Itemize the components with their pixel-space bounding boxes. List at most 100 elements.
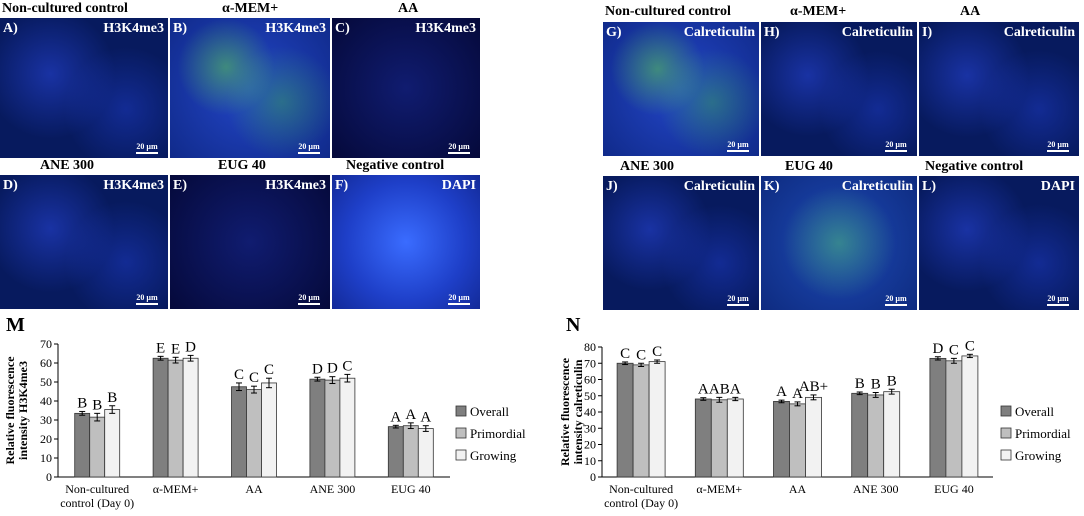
y-tick-label: 0 (46, 470, 52, 484)
stain-label: H3K4me3 (103, 178, 164, 193)
micrograph-panel-f: F) DAPI 20 µm (332, 175, 480, 309)
panel-title: AA (398, 1, 419, 16)
significance-letter: A (420, 410, 431, 426)
significance-letter: C (264, 362, 274, 378)
bar (104, 409, 121, 478)
bar (89, 416, 106, 478)
bar (231, 386, 247, 478)
panel-title: AA (960, 4, 981, 19)
legend-swatch (455, 427, 467, 439)
significance-letter: AB+ (799, 379, 828, 395)
stain-label: Calreticulin (841, 179, 913, 194)
bar (309, 378, 326, 478)
stain-label: Calreticulin (683, 25, 755, 40)
bar (789, 403, 806, 478)
scale-bar: 20 µm (448, 293, 470, 305)
micrograph-panel-h: H) Calreticulin 20 µm (761, 22, 917, 156)
significance-letter: C (965, 338, 975, 354)
significance-letter: A (390, 409, 401, 425)
bar (152, 357, 169, 478)
significance-letter: D (312, 361, 323, 377)
significance-letter: C (620, 346, 630, 362)
x-tick-label: EUG 40 (391, 482, 431, 496)
micrograph-panel-a: A) H3K4me3 20 µm (0, 18, 168, 158)
significance-letter: A (792, 386, 803, 402)
stain-label: Calreticulin (1003, 25, 1075, 40)
scale-bar: 20 µm (298, 293, 320, 305)
micrograph-panel-j: J) Calreticulin 20 µm (603, 176, 759, 310)
scale-bar: 20 µm (448, 142, 470, 154)
bar (261, 382, 277, 478)
significance-letter: B (855, 376, 865, 392)
bar (867, 394, 885, 478)
panel-letter: D) (3, 178, 18, 193)
bar (851, 392, 869, 478)
legend-label: Primordial (470, 426, 526, 441)
significance-letter: B (871, 377, 881, 393)
bar (632, 364, 650, 478)
stain-label: Calreticulin (841, 25, 913, 40)
y-tick-label: 40 (584, 405, 596, 419)
panel-letter: A) (3, 21, 18, 36)
y-axis-label: Relative fluorescenceintensity calreticu… (558, 357, 585, 466)
stain-label: H3K4me3 (415, 21, 476, 36)
bar (648, 361, 666, 478)
y-tick-label: 20 (584, 438, 596, 452)
panel-title: α-MEM+ (790, 4, 847, 19)
significance-letter: C (636, 347, 646, 363)
legend-swatch (1000, 405, 1012, 417)
significance-letter: AB (709, 381, 730, 397)
chart-m: Relative fluorescenceintensity H3K4me3 0 1… (0, 330, 540, 516)
x-tick-label: ANE 300 (310, 482, 356, 496)
bar (167, 359, 184, 478)
y-tick-label: 30 (584, 421, 596, 435)
panel-title: EUG 40 (785, 159, 833, 174)
y-tick-label: 30 (40, 413, 52, 427)
significance-letter: C (949, 342, 959, 358)
bar (961, 355, 979, 478)
panel-letter: J) (606, 179, 618, 194)
y-tick-label: 70 (584, 356, 596, 370)
bar (883, 391, 901, 478)
y-tick-label: 50 (584, 389, 596, 403)
significance-letter: B (92, 397, 102, 413)
bar (387, 426, 404, 478)
micrograph-panel-l: L) DAPI 20 µm (919, 176, 1079, 310)
significance-letter: C (652, 344, 662, 360)
panel-letter: I) (922, 25, 933, 40)
scale-bar: 20 µm (1047, 294, 1069, 306)
legend-label: Overall (470, 404, 509, 419)
significance-letter: A (405, 407, 416, 423)
micrograph-panel-k: K) Calreticulin 20 µm (761, 176, 917, 310)
y-tick-label: 60 (584, 373, 596, 387)
bar (710, 399, 728, 478)
bar (694, 398, 712, 478)
x-tick-label: Non-cultured (609, 482, 673, 496)
bar (726, 398, 744, 478)
y-tick-label: 10 (40, 451, 52, 465)
panel-letter: G) (606, 25, 622, 40)
micrograph-panel-b: B) H3K4me3 20 µm (170, 18, 330, 158)
significance-letter: C (249, 370, 259, 386)
stain-label: Calreticulin (683, 179, 755, 194)
panel-title: Non-cultured control (2, 1, 128, 16)
chart-n: Relative fluorescenceintensity calreticu… (555, 330, 1084, 516)
x-tick-label: Non-cultured (65, 482, 129, 496)
panel-title: Negative control (925, 159, 1024, 174)
chart-letter-m: M (6, 314, 25, 336)
y-tick-label: 40 (40, 394, 52, 408)
bar (324, 379, 341, 478)
significance-letter: B (107, 390, 117, 406)
y-axis-label: Relative fluorescenceintensity H3K4me3 (3, 356, 30, 465)
significance-letter: E (156, 340, 165, 356)
y-tick-label: 0 (590, 470, 596, 484)
bar (616, 362, 634, 478)
x-tick-label: AA (789, 482, 807, 496)
legend-label: Overall (1015, 404, 1054, 419)
x-tick-label: control (Day 0) (60, 496, 134, 510)
y-tick-label: 70 (40, 337, 52, 351)
stain-label: H3K4me3 (265, 21, 326, 36)
panel-letter: B) (173, 21, 187, 36)
panel-title: EUG 40 (218, 158, 266, 173)
x-tick-label: AA (245, 482, 263, 496)
